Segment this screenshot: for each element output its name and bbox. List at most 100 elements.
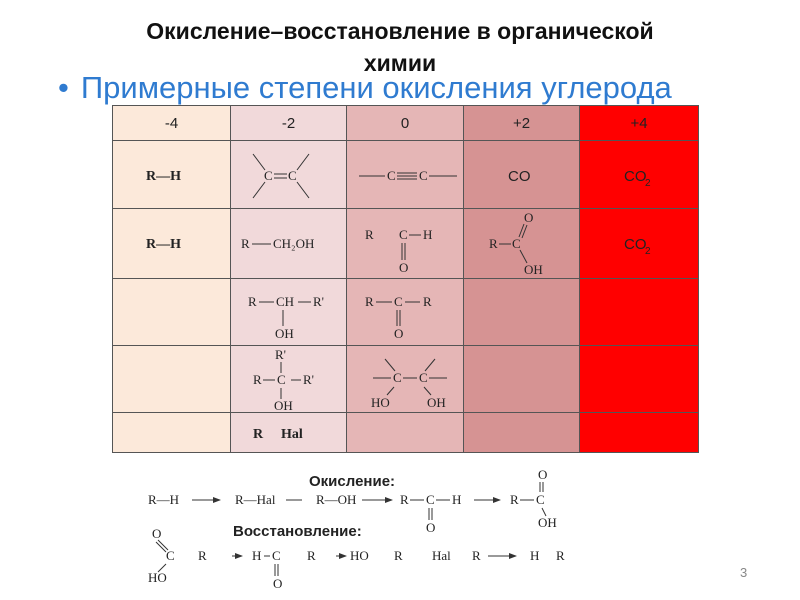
svg-text:C: C <box>387 168 396 183</box>
svg-text:2: 2 <box>645 246 651 257</box>
svg-text:C: C <box>393 370 402 385</box>
svg-text:H: H <box>423 227 432 242</box>
svg-text:CH: CH <box>276 294 294 309</box>
svg-text:R: R <box>423 294 432 309</box>
empty-cell <box>346 412 464 453</box>
svg-text:R: R <box>365 294 374 309</box>
svg-text:C: C <box>426 492 435 507</box>
svg-text:C: C <box>399 227 408 242</box>
svg-text:C: C <box>272 548 281 563</box>
svg-text:R: R <box>365 227 374 242</box>
empty-cell <box>112 345 231 413</box>
svg-text:R: R <box>556 548 565 563</box>
svg-text:O: O <box>538 467 547 482</box>
table-row: R' R C R' OH C C HO OH <box>112 345 699 413</box>
slide-title-line2: химии <box>363 50 437 76</box>
svg-text:CO: CO <box>624 168 647 185</box>
svg-text:R: R <box>394 548 403 563</box>
svg-text:CO: CO <box>624 236 647 253</box>
oxidation-label: Окисление: <box>309 473 395 490</box>
svg-text:O: O <box>152 526 161 541</box>
svg-text:O: O <box>394 326 403 341</box>
header-cell: +2 <box>463 105 580 141</box>
svg-text:R: R <box>198 548 207 563</box>
header-cell: +4 <box>579 105 699 141</box>
empty-cell <box>463 278 580 346</box>
svg-text:R: R <box>472 548 481 563</box>
svg-text:OH: OH <box>427 395 446 410</box>
svg-text:CO: CO <box>508 168 531 185</box>
table-row: R CH R' OH R C R O <box>112 278 699 346</box>
formula-alkane: R—H <box>112 140 231 209</box>
svg-text:R': R' <box>303 372 314 387</box>
reduction-label: Восстановление: <box>233 523 362 540</box>
formula-diol: C C HO OH <box>346 345 464 413</box>
svg-text:R: R <box>307 548 316 563</box>
oxidation-step-haloalkane: R—Hal <box>235 492 276 507</box>
svg-text:R: R <box>248 294 257 309</box>
svg-text:OH: OH <box>274 398 293 412</box>
svg-text:O: O <box>426 520 435 535</box>
table-header-row: -4 -2 0 +2 +4 <box>112 105 699 141</box>
empty-cell <box>579 345 699 413</box>
formula-text: R—H <box>146 169 181 184</box>
svg-text:C: C <box>264 168 273 183</box>
svg-text:C: C <box>419 370 428 385</box>
svg-text:OH: OH <box>538 515 557 530</box>
bullet-item: • Примерные степени окисления углерода <box>58 70 672 106</box>
svg-text:OH: OH <box>524 262 543 277</box>
svg-text:R': R' <box>313 294 324 309</box>
svg-text:C: C <box>536 492 545 507</box>
svg-text:2: 2 <box>645 178 651 189</box>
page-number: 3 <box>740 565 748 580</box>
formula-alkane: R—H <box>112 208 231 279</box>
svg-text:R: R <box>241 236 250 251</box>
formula-primary-alcohol: R CH₂OH <box>230 208 347 279</box>
empty-cell <box>112 412 231 453</box>
svg-text:Hal: Hal <box>432 548 451 563</box>
empty-cell <box>463 345 580 413</box>
svg-text:O: O <box>399 260 408 275</box>
empty-cell <box>579 412 699 453</box>
svg-text:C: C <box>419 168 428 183</box>
svg-text:R': R' <box>275 347 286 362</box>
svg-text:H: H <box>252 548 261 563</box>
header-cell: 0 <box>346 105 464 141</box>
empty-cell <box>579 278 699 346</box>
svg-text:R: R <box>400 492 409 507</box>
svg-text:H: H <box>452 492 461 507</box>
svg-text:C: C <box>277 372 286 387</box>
formula-carboxylic-acid: R C O OH <box>463 208 580 279</box>
bullet-marker: • <box>58 70 69 105</box>
formula-text: R—H <box>146 237 181 252</box>
oxidation-step-alkane: R—H <box>148 492 179 507</box>
empty-cell <box>112 278 231 346</box>
svg-text:C: C <box>288 168 297 183</box>
header-cell: -4 <box>112 105 231 141</box>
formula-haloalkane: R Hal <box>230 412 347 453</box>
svg-text:HO: HO <box>371 395 390 410</box>
formula-ketone: R C R O <box>346 278 464 346</box>
svg-text:R: R <box>253 372 262 387</box>
table-row: R Hal <box>112 412 699 453</box>
svg-text:C: C <box>166 548 175 563</box>
svg-text:OH: OH <box>275 326 294 341</box>
svg-text:H: H <box>530 548 539 563</box>
oxidation-step-alcohol: R—OH <box>316 492 356 507</box>
header-cell: -2 <box>230 105 347 141</box>
svg-text:O: O <box>524 210 533 225</box>
formula-secondary-alcohol: R CH R' OH <box>230 278 347 346</box>
svg-text:CH₂OH: CH₂OH <box>273 236 314 251</box>
svg-text:HO: HO <box>148 570 167 585</box>
svg-text:R: R <box>253 427 264 442</box>
svg-text:Hal: Hal <box>281 427 303 442</box>
svg-text:R: R <box>510 492 519 507</box>
